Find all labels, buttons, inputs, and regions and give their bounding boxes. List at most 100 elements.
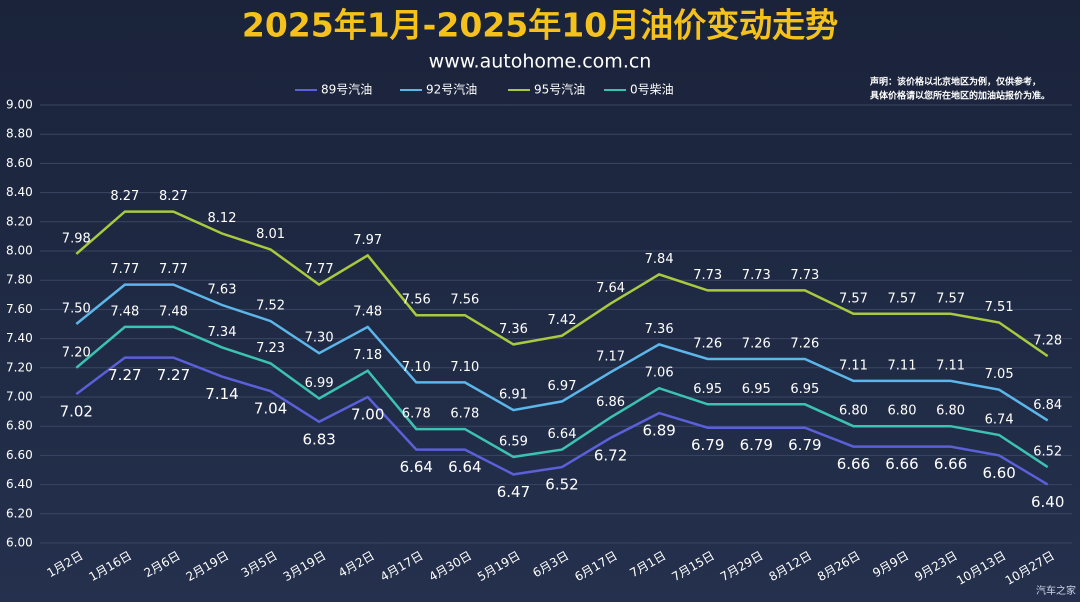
data-label: 7.36 — [499, 322, 528, 337]
data-label: 6.52 — [545, 476, 578, 494]
data-label: 6.91 — [499, 388, 528, 403]
data-label: 6.66 — [934, 455, 967, 473]
data-label: 6.66 — [837, 455, 870, 473]
y-tick-label: 8.60 — [6, 156, 33, 170]
data-label: 6.95 — [790, 382, 819, 397]
data-label: 7.04 — [254, 400, 287, 418]
data-label: 6.78 — [450, 407, 479, 422]
data-label: 8.27 — [159, 189, 188, 204]
data-label: 7.48 — [353, 304, 382, 319]
data-label: 7.57 — [888, 291, 917, 306]
data-label: 6.79 — [691, 436, 724, 454]
data-label: 7.02 — [60, 403, 93, 421]
data-label: 6.64 — [548, 427, 577, 442]
chart-subtitle: www.autohome.com.cn — [429, 51, 652, 73]
series-line — [75, 325, 1049, 469]
data-label: 7.14 — [205, 385, 238, 403]
y-tick-label: 9.00 — [6, 98, 33, 112]
y-tick-label: 6.20 — [6, 506, 33, 520]
data-label: 8.12 — [208, 211, 237, 226]
data-label: 7.26 — [790, 337, 819, 352]
data-label: 8.27 — [110, 189, 139, 204]
data-label: 7.10 — [402, 360, 431, 375]
y-tick-label: 7.00 — [6, 390, 33, 404]
data-label: 6.95 — [693, 382, 722, 397]
legend-label: 89号汽油 — [321, 82, 372, 97]
data-label: 6.79 — [740, 436, 773, 454]
series-line — [75, 210, 1049, 358]
data-label: 7.06 — [645, 366, 674, 381]
data-label: 7.26 — [742, 337, 771, 352]
data-label: 6.52 — [1033, 445, 1062, 460]
data-label: 7.11 — [888, 358, 917, 373]
data-label: 6.72 — [594, 446, 627, 464]
y-tick-label: 7.80 — [6, 273, 33, 287]
data-label: 7.11 — [936, 358, 965, 373]
data-label: 7.97 — [353, 233, 382, 248]
data-label: 6.47 — [497, 483, 530, 501]
data-label: 6.40 — [1031, 493, 1064, 511]
data-label: 6.64 — [448, 458, 481, 476]
data-label: 7.64 — [596, 281, 625, 296]
data-label: 7.77 — [110, 262, 139, 277]
data-label: 7.52 — [256, 299, 285, 314]
data-label: 7.56 — [450, 293, 479, 308]
legend-label: 0号柴油 — [630, 83, 674, 97]
y-tick-label: 7.20 — [6, 360, 33, 374]
data-label: 6.86 — [596, 395, 625, 410]
data-label: 6.97 — [548, 379, 577, 394]
data-label: 7.63 — [208, 283, 237, 298]
data-label: 6.78 — [402, 407, 431, 422]
data-label: 7.11 — [839, 358, 868, 373]
series-line — [75, 356, 1049, 486]
data-label: 6.84 — [1033, 398, 1062, 413]
data-label: 7.18 — [353, 348, 382, 363]
note: 具体价格请以您所在地区的加油站报价为准。 — [869, 90, 1050, 102]
data-label: 7.42 — [548, 313, 577, 328]
data-label: 7.00 — [351, 406, 384, 424]
data-label: 6.83 — [302, 430, 335, 448]
data-label: 7.05 — [985, 367, 1014, 382]
data-label: 7.73 — [693, 268, 722, 283]
data-label: 6.64 — [400, 458, 433, 476]
data-label: 7.30 — [305, 331, 334, 346]
data-label: 7.10 — [450, 360, 479, 375]
data-label: 6.99 — [305, 376, 334, 391]
data-label: 7.77 — [159, 262, 188, 277]
data-label: 8.01 — [256, 227, 285, 242]
data-label: 6.80 — [839, 404, 868, 419]
data-label: 7.56 — [402, 293, 431, 308]
data-label: 7.26 — [693, 337, 722, 352]
watermark: 汽车之家 — [1036, 584, 1076, 597]
data-label: 6.66 — [885, 455, 918, 473]
data-label: 7.50 — [62, 302, 91, 317]
y-tick-label: 8.00 — [6, 244, 33, 258]
data-label: 7.77 — [305, 262, 334, 277]
data-label: 7.34 — [208, 325, 237, 340]
data-label: 7.84 — [645, 252, 674, 267]
legend-label: 92号汽油 — [426, 82, 477, 97]
legend-label: 95号汽油 — [534, 82, 585, 97]
y-tick-label: 8.20 — [6, 214, 33, 228]
data-label: 7.17 — [596, 350, 625, 365]
data-label: 7.27 — [157, 366, 190, 384]
data-label: 7.23 — [256, 341, 285, 356]
data-label: 7.48 — [159, 304, 188, 319]
data-label: 6.95 — [742, 382, 771, 397]
data-label: 7.73 — [742, 268, 771, 283]
data-label: 6.59 — [499, 434, 528, 449]
y-tick-label: 6.40 — [6, 477, 33, 491]
data-label: 6.60 — [982, 464, 1015, 482]
data-label: 7.20 — [62, 345, 91, 360]
note: 声明：该价格以北京地区为例，仅供参考， — [869, 76, 1041, 88]
data-label: 6.80 — [888, 404, 917, 419]
data-label: 7.28 — [1033, 334, 1062, 349]
y-tick-label: 8.80 — [6, 127, 33, 141]
y-tick-label: 8.40 — [6, 185, 33, 199]
chart-title: 2025年1月-2025年10月油价变动走势 — [242, 6, 838, 45]
data-label: 6.74 — [985, 412, 1014, 427]
data-label: 6.89 — [642, 422, 675, 440]
y-tick-label: 7.60 — [6, 302, 33, 316]
